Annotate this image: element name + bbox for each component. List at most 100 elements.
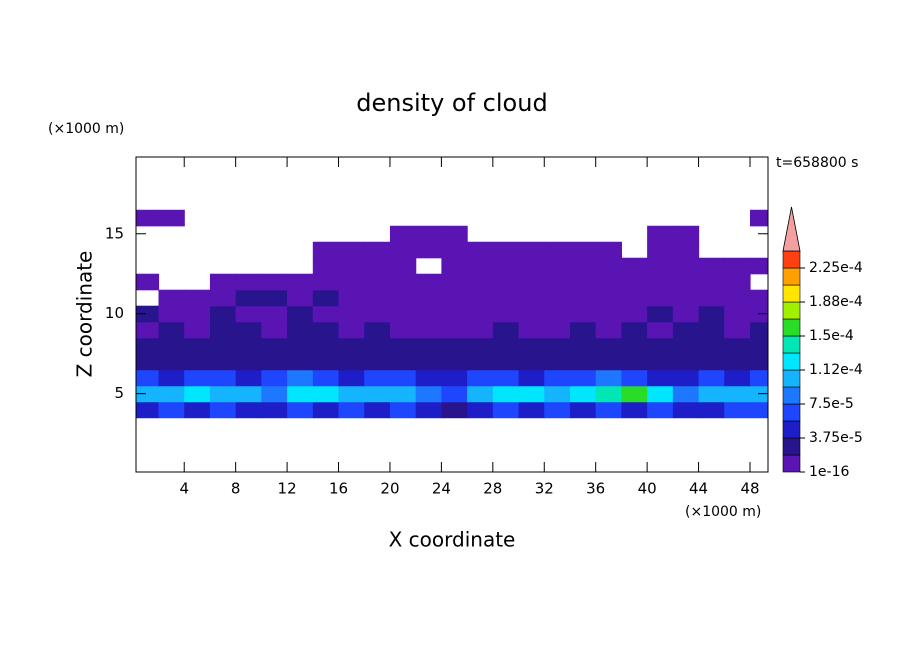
- contour-cell: [621, 337, 648, 355]
- contour-cell: [338, 385, 365, 403]
- contour-cell: [235, 369, 262, 387]
- contour-cell: [544, 401, 571, 419]
- contour-cell: [672, 273, 700, 291]
- contour-cell: [312, 289, 340, 307]
- contour-cell: [621, 289, 648, 307]
- contour-cell: [261, 321, 288, 339]
- contour-cell: [136, 209, 160, 227]
- contour-cell: [389, 241, 417, 259]
- contour-cell: [749, 321, 768, 339]
- contour-cell: [415, 385, 442, 403]
- contour-cell: [569, 401, 597, 419]
- contour-cell: [569, 273, 597, 291]
- contour-cell: [621, 353, 648, 371]
- contour-cell: [569, 289, 597, 307]
- contour-cell: [158, 321, 185, 339]
- colorbar-box: [782, 386, 801, 405]
- contour-cell: [467, 401, 494, 419]
- contour-cell: [415, 401, 442, 419]
- contour-cell: [235, 321, 262, 339]
- contour-cell: [672, 241, 700, 259]
- contour-cell: [287, 385, 314, 403]
- contour-cell: [672, 321, 700, 339]
- contour-cell: [621, 273, 648, 291]
- colorbar-box: [782, 369, 801, 388]
- contour-cell: [467, 337, 494, 355]
- contour-cell: [312, 337, 340, 355]
- contour-cell: [595, 305, 623, 323]
- contour-cell: [287, 369, 314, 387]
- contour-cell: [441, 321, 468, 339]
- contour-cell: [698, 401, 725, 419]
- colorbar-box: [782, 352, 801, 371]
- contour-cell: [338, 257, 365, 275]
- x-tick-label: 8: [231, 480, 241, 498]
- contour-cell: [261, 401, 288, 419]
- x-tick-label: 24: [432, 480, 451, 498]
- contour-cell: [338, 321, 365, 339]
- colorbar-box: [782, 437, 801, 456]
- contour-cell: [312, 321, 340, 339]
- contour-cell: [569, 321, 597, 339]
- contour-cell: [364, 401, 391, 419]
- contour-cell: [338, 337, 365, 355]
- contour-cell: [364, 257, 391, 275]
- colorbar-tick-label: 2.25e-4: [809, 260, 863, 276]
- x-tick-label: 32: [535, 480, 554, 498]
- contour-cell: [209, 337, 237, 355]
- contour-cell: [595, 273, 623, 291]
- contour-cell: [389, 289, 417, 307]
- plot-frame: [135, 156, 769, 473]
- contour-cell: [518, 289, 545, 307]
- y-tick-label: 15: [105, 224, 124, 242]
- contour-cell: [287, 273, 314, 291]
- contour-cell: [647, 369, 674, 387]
- contour-cell: [647, 385, 674, 403]
- contour-cell: [595, 289, 623, 307]
- contour-cell: [441, 225, 468, 243]
- x-tick-label: 28: [483, 480, 502, 498]
- contour-cell: [621, 369, 648, 387]
- contour-cell: [312, 305, 340, 323]
- contour-cell: [544, 353, 571, 371]
- contour-cell: [698, 257, 725, 275]
- contour-cell: [518, 321, 545, 339]
- contour-cell: [647, 401, 674, 419]
- contour-cell: [364, 385, 391, 403]
- contour-cell: [235, 273, 262, 291]
- contour-cell: [261, 273, 288, 291]
- x-unit: (×1000 m): [685, 504, 761, 520]
- contour-cell: [467, 289, 494, 307]
- contour-cell: [544, 257, 571, 275]
- contour-cell: [724, 305, 751, 323]
- contour-cell: [184, 353, 211, 371]
- contour-cell: [415, 369, 442, 387]
- contour-cell: [467, 305, 494, 323]
- contour-cell: [441, 305, 468, 323]
- contour-cell: [698, 385, 725, 403]
- contour-cell: [209, 273, 237, 291]
- contour-cell: [595, 337, 623, 355]
- contour-cell: [518, 273, 545, 291]
- contour-cell: [569, 257, 597, 275]
- contour-cell: [672, 369, 700, 387]
- contour-cell: [209, 321, 237, 339]
- contour-cell: [467, 385, 494, 403]
- contour-cell: [184, 401, 211, 419]
- colorbar-box: [782, 454, 801, 473]
- contour-cell: [544, 385, 571, 403]
- colorbar-box: [782, 403, 801, 422]
- contour-cell: [544, 369, 571, 387]
- contour-cell: [647, 225, 674, 243]
- contour-cell: [672, 353, 700, 371]
- contour-cell: [621, 305, 648, 323]
- contour-cell: [698, 305, 725, 323]
- contour-cell: [672, 257, 700, 275]
- contour-cell: [621, 401, 648, 419]
- contour-cell: [698, 353, 725, 371]
- contour-cell: [441, 289, 468, 307]
- x-tick-label: 12: [278, 480, 297, 498]
- contour-cell: [647, 273, 674, 291]
- contour-cell: [595, 369, 623, 387]
- contour-cell: [724, 401, 751, 419]
